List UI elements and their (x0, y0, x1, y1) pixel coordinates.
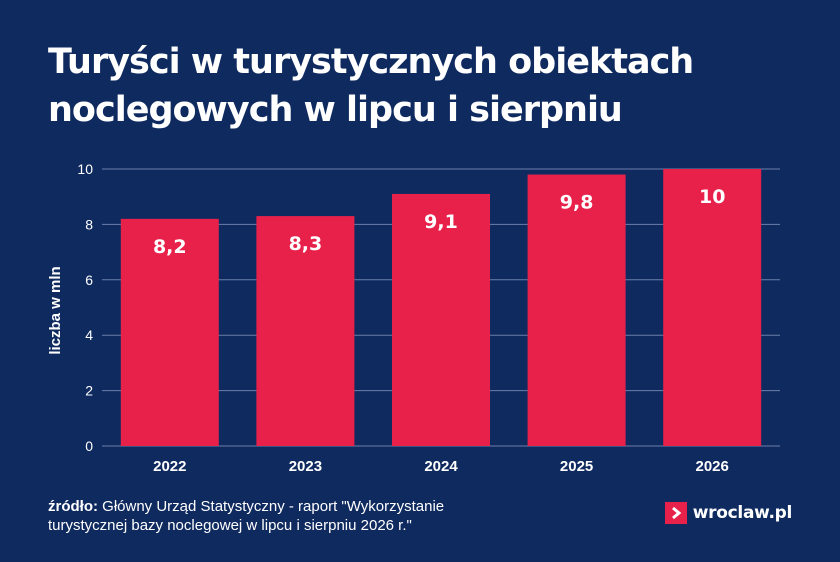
chart-title-line-2: noclegowych w lipcu i sierpniu (48, 90, 623, 130)
y-tick-label: 10 (77, 161, 93, 177)
y-tick-label: 2 (85, 383, 93, 399)
x-tick-label: 2023 (289, 458, 322, 475)
source-line-2: turystycznej bazy noclegowej w lipcu i s… (48, 517, 412, 534)
bar (527, 174, 626, 447)
y-tick-label: 0 (85, 438, 93, 454)
x-tick-label: 2026 (696, 458, 729, 475)
bar (256, 216, 355, 446)
chart-title: Turyści w turystycznych obiektach nocleg… (48, 38, 808, 134)
x-tick-label: 2025 (560, 458, 593, 475)
data-label: 9,8 (560, 192, 594, 214)
source-note: źródło: Główny Urząd Statystyczny - rapo… (48, 497, 444, 535)
y-tick-label: 6 (85, 272, 93, 288)
x-tick-label: 2022 (153, 458, 186, 475)
data-label: 9,1 (424, 211, 458, 233)
bar (663, 169, 762, 446)
source-label: źródło: (48, 498, 98, 515)
data-label: 8,2 (153, 236, 187, 258)
x-tick-label: 2024 (424, 458, 458, 475)
logo-text: wroclaw.pl (692, 503, 793, 523)
data-label: 10 (699, 186, 725, 208)
y-tick-label: 8 (85, 216, 93, 232)
bar (392, 193, 490, 446)
bar (120, 218, 219, 446)
y-axis-label: liczba w mln (47, 266, 64, 354)
data-label: 8,3 (289, 233, 323, 255)
chart-title-line-1: Turyści w turystycznych obiektach (48, 42, 694, 82)
wroclaw-logo: wroclaw.pl (664, 502, 793, 524)
source-line-1: Główny Urząd Statystyczny - raport "Wyko… (98, 498, 445, 515)
chevron-right-icon (664, 502, 687, 524)
y-tick-label: 4 (85, 327, 93, 343)
